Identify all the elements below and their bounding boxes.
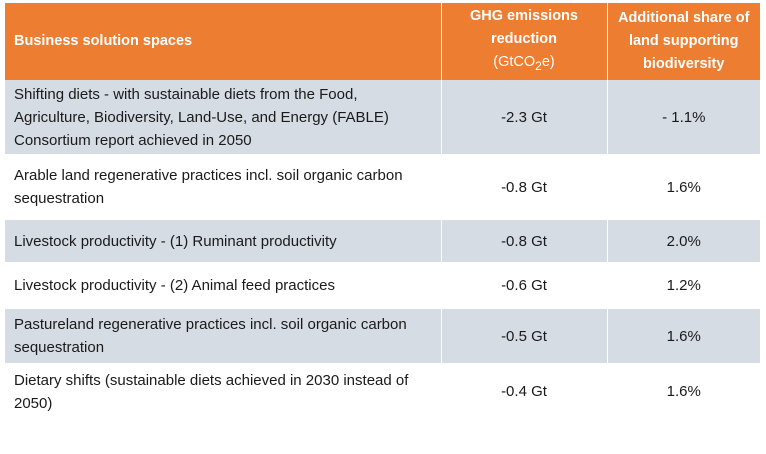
solutions-table: Business solution spaces GHG emissions r… (5, 3, 760, 419)
table-row: Arable land regenerative practices incl.… (5, 154, 760, 220)
row-land-value: 1.6% (606, 363, 760, 419)
row-ghg-value: -2.3 Gt (440, 80, 607, 155)
table-row: Shifting diets - with sustainable diets … (5, 80, 760, 155)
table-row: Pastureland regenerative practices incl.… (5, 308, 760, 364)
header-ghg-line2: reduction (490, 31, 558, 48)
header-ghg-reduction: GHG emissions reduction (GtCO2e) (440, 3, 607, 80)
row-ghg-value: -0.8 Gt (440, 219, 607, 263)
header-solution-spaces: Business solution spaces (5, 3, 441, 80)
row-ghg-value: -0.4 Gt (440, 363, 607, 419)
header-ghg-unit-pre: (GtCO (493, 54, 536, 71)
table-row: Livestock productivity - (1) Ruminant pr… (5, 219, 760, 263)
row-ghg-value: -0.8 Gt (440, 154, 607, 220)
row-land-value: 1.6% (606, 308, 760, 364)
table-header: Business solution spaces GHG emissions r… (5, 3, 760, 80)
header-ghg-unit-post: e) (541, 54, 555, 71)
table-row: Livestock productivity - (2) Animal feed… (5, 262, 760, 309)
row-land-value: 1.2% (606, 262, 760, 309)
row-solution: Arable land regenerative practices incl.… (5, 154, 441, 220)
header-land-share: Additional share of land supporting biod… (606, 3, 760, 80)
row-land-value: 1.6% (606, 154, 760, 220)
table-row: Dietary shifts (sustainable diets achiev… (5, 363, 760, 419)
row-solution: Livestock productivity - (2) Animal feed… (5, 262, 441, 309)
row-solution: Livestock productivity - (1) Ruminant pr… (5, 219, 441, 263)
row-ghg-value: -0.6 Gt (440, 262, 607, 309)
row-solution: Dietary shifts (sustainable diets achiev… (5, 363, 441, 419)
table-body: Shifting diets - with sustainable diets … (5, 80, 760, 419)
header-ghg-unit-sub: 2 (535, 58, 542, 73)
row-land-value: - 1.1% (606, 80, 760, 155)
header-ghg-unit: (GtCO2e) (493, 54, 555, 73)
row-solution: Shifting diets - with sustainable diets … (5, 80, 441, 155)
header-ghg-line1: GHG emissions (470, 8, 578, 25)
row-land-value: 2.0% (606, 219, 760, 263)
header-row: Business solution spaces GHG emissions r… (5, 3, 760, 80)
row-solution: Pastureland regenerative practices incl.… (5, 308, 441, 364)
row-ghg-value: -0.5 Gt (440, 308, 607, 364)
